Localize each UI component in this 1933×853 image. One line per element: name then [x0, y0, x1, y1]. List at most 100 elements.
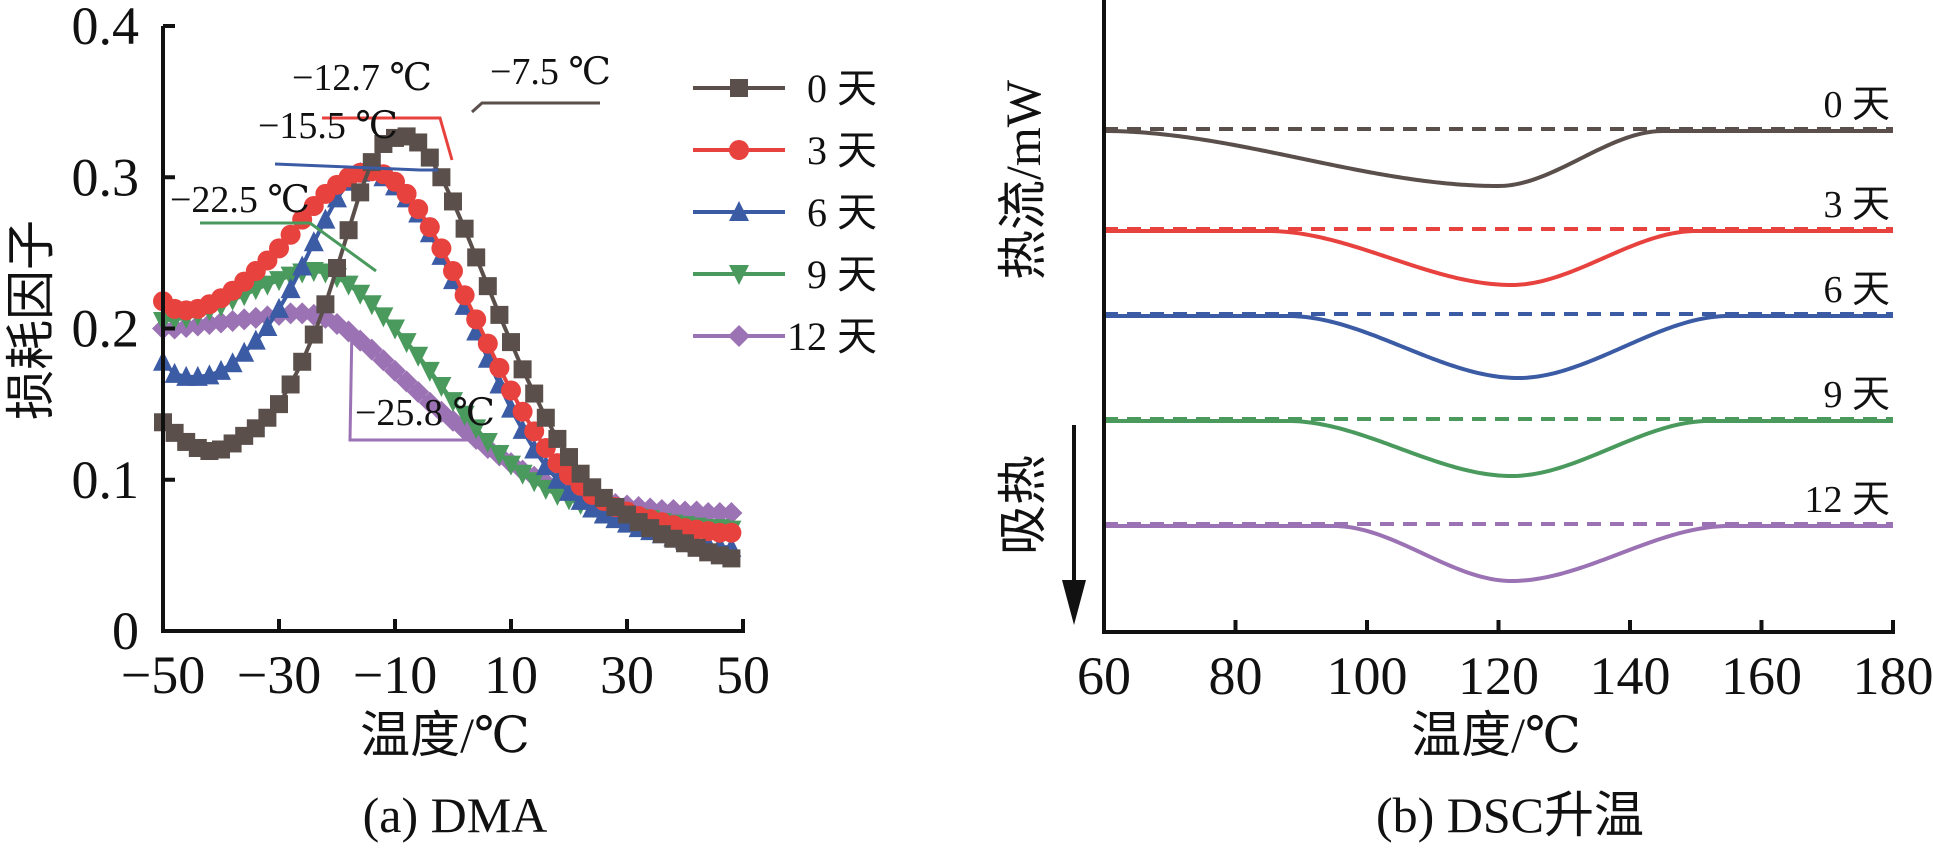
dma-series-0: [154, 127, 741, 568]
dma-x-tick-label: 50: [716, 645, 770, 705]
dma-data-point: [420, 148, 439, 167]
legend-item: 9 天: [693, 252, 877, 297]
dsc-curve: [1104, 314, 1893, 381]
dma-annotation-label: −22.5 ℃: [170, 179, 310, 221]
dma-data-point: [722, 549, 741, 568]
legend-item: 0 天: [693, 66, 877, 111]
dma-peak-annotation: −7.5 ℃: [470, 51, 611, 114]
dma-data-point: [351, 183, 370, 202]
dma-legend: 0 天 3 天 6 天 9 天 12 天: [693, 66, 877, 359]
dsc-ticks: 60 80 100 120 140 160 180: [1077, 620, 1933, 706]
dma-data-point: [279, 302, 302, 325]
dma-data-point: [292, 209, 313, 230]
dma-y-axis-title: 损耗因子: [3, 220, 59, 420]
dsc-curve: [1104, 229, 1893, 288]
dma-x-tick-label: −10: [353, 645, 437, 705]
legend-label: 12 天: [787, 314, 877, 359]
dma-data-point: [593, 503, 614, 524]
dma-data-point: [328, 259, 346, 277]
dma-annotation-leader: [348, 324, 480, 442]
dma-data-point: [361, 295, 382, 316]
dma-data-point: [350, 284, 371, 305]
legend-marker-icon: [729, 201, 749, 221]
dma-peak-annotation: −15.5 ℃: [258, 105, 438, 172]
dma-data-point: [489, 445, 510, 466]
dma-data-point: [339, 221, 358, 240]
legend-label: 0 天: [807, 66, 877, 111]
dma-data-point: [280, 278, 301, 299]
dma-data-point: [512, 464, 533, 485]
dma-data-point: [431, 238, 452, 259]
dma-data-point: [270, 395, 288, 414]
dma-data-point: [501, 455, 521, 476]
dsc-series-1: 3 天: [1104, 184, 1893, 288]
dma-data-point: [327, 187, 347, 208]
dma-data-point: [490, 305, 509, 324]
dma-annotations: −7.5 ℃ −12.7 ℃ −15.5 ℃ −22.5 ℃ −25.8 ℃: [170, 51, 611, 442]
dma-data-point: [454, 285, 475, 306]
dma-x-axis-title: 温度/℃: [360, 707, 530, 763]
dma-series-layer: [152, 127, 743, 568]
dma-data-point: [408, 346, 429, 367]
dsc-series-3: 9 天: [1104, 374, 1893, 479]
dsc-x-tick-label: 180: [1853, 646, 1933, 706]
dma-data-point: [315, 208, 336, 229]
dma-data-point: [513, 360, 532, 379]
dma-annotation-leader: [274, 162, 438, 172]
dma-data-point: [373, 307, 394, 328]
dma-peak-annotation: −25.8 ℃: [348, 324, 495, 442]
dma-data-point: [257, 275, 278, 296]
dma-data-point: [466, 419, 487, 440]
dma-data-point: [560, 448, 578, 467]
dma-data-point: [720, 502, 743, 525]
dma-data-point: [292, 255, 313, 276]
dma-data-point: [466, 320, 487, 341]
dsc-series-2: 6 天: [1104, 269, 1893, 381]
dma-annotation-label: −12.7 ℃: [292, 57, 432, 99]
dma-data-point: [525, 384, 544, 403]
dma-data-point: [211, 359, 231, 380]
dma-data-point: [304, 325, 323, 344]
dma-data-point: [477, 333, 498, 354]
dma-data-point: [570, 489, 591, 510]
dma-data-point: [385, 319, 405, 340]
dsc-series-layer: 0 天 3 天 6 天 9 天 12 天: [1103, 84, 1893, 584]
dma-data-point: [444, 192, 462, 211]
dma-data-point: [502, 333, 520, 352]
dma-data-point: [293, 352, 312, 371]
dsc-curve: [1104, 419, 1893, 479]
dma-data-point: [396, 333, 417, 354]
dma-data-point: [419, 361, 440, 382]
dma-data-point: [419, 217, 440, 238]
dma-panel: −7.5 ℃ −12.7 ℃ −15.5 ℃ −22.5 ℃ −25.8 ℃ −50 −3…: [3, 0, 877, 843]
dma-data-point: [466, 309, 487, 330]
dma-data-point: [431, 376, 452, 397]
dma-data-point: [409, 133, 428, 152]
dma-annotation-leader: [470, 101, 600, 114]
dsc-curve-label: 12 天: [1804, 479, 1890, 521]
dma-y-tick-label: 0: [112, 601, 139, 661]
dma-data-point: [512, 401, 533, 422]
dma-data-point: [408, 199, 429, 220]
dsc-panel: 0 天 3 天 6 天 9 天 12 天 60 80 100 120 140 160 180 温度/…: [995, 0, 1933, 843]
dsc-y-axis-title: 热流/mW: [995, 79, 1051, 280]
dma-peak-annotation: −12.7 ℃: [292, 57, 454, 161]
dma-data-point: [281, 375, 300, 394]
legend-marker-icon: [729, 265, 749, 285]
dma-data-point: [571, 464, 590, 483]
dma-data-point: [269, 297, 289, 318]
dma-data-point: [234, 341, 255, 362]
dma-annotation-leader: [200, 221, 377, 273]
dma-data-point: [547, 468, 568, 489]
dma-data-point: [501, 380, 521, 401]
dma-data-point: [338, 275, 359, 296]
dma-data-point: [477, 432, 498, 453]
dma-data-point: [454, 405, 475, 426]
legend-label: 9 天: [807, 252, 877, 297]
dma-data-point: [269, 271, 289, 292]
dsc-curve-label: 9 天: [1823, 374, 1890, 416]
dma-y-tick-label: 0.3: [72, 147, 140, 207]
dsc-curve-label: 6 天: [1823, 269, 1890, 311]
dsc-caption: (b) DSC升温: [1376, 787, 1644, 843]
